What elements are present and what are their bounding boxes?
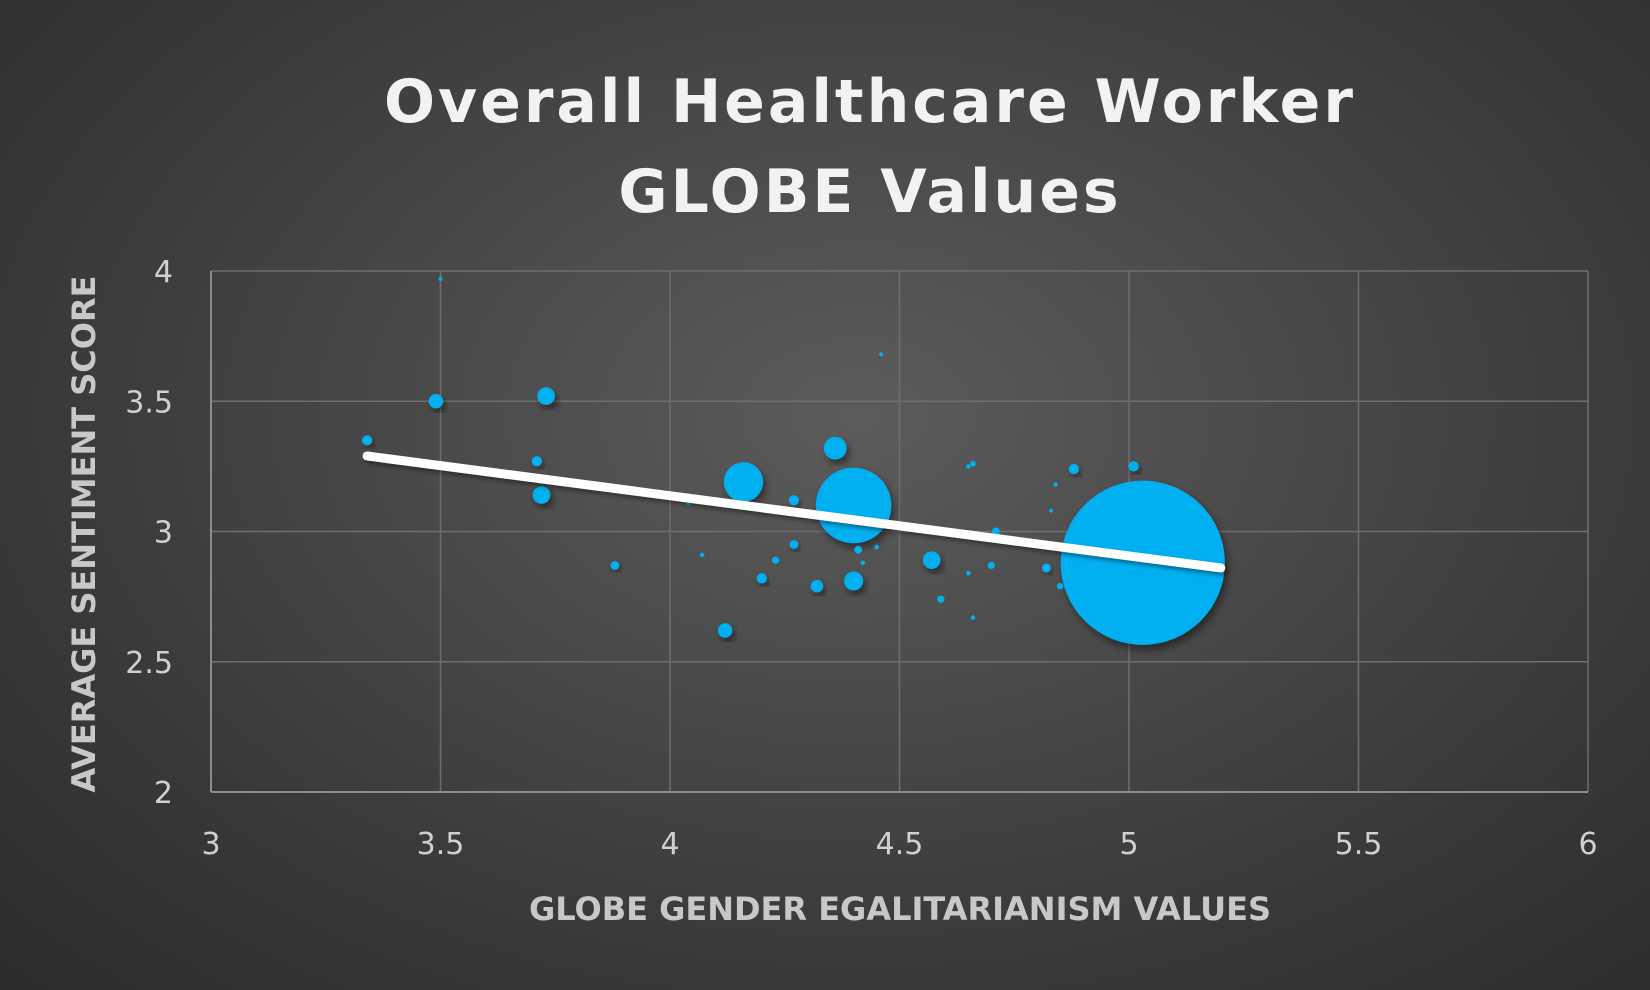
y-tick-label: 3 — [154, 516, 173, 551]
data-point — [756, 573, 767, 584]
chart-title-line-2: GLOBE Values — [618, 157, 1121, 227]
data-point — [966, 570, 971, 576]
data-point — [610, 560, 620, 570]
data-point — [537, 387, 555, 405]
data-point — [1060, 480, 1225, 645]
chart-title: Overall Healthcare Worker GLOBE Values — [384, 67, 1356, 227]
data-point — [428, 394, 444, 409]
data-point — [1128, 461, 1139, 472]
y-tick-label: 3.5 — [125, 385, 173, 420]
x-axis-title: GLOBE GENDER EGALITARIANISM VALUES — [529, 890, 1271, 928]
data-point — [789, 540, 799, 549]
data-point — [860, 560, 866, 566]
data-point — [717, 623, 733, 638]
data-point — [815, 467, 892, 544]
chart-title-line-1: Overall Healthcare Worker — [384, 67, 1356, 137]
data-point — [532, 486, 551, 504]
y-tick-label: 2.5 — [125, 646, 173, 681]
x-tick-label: 3.5 — [417, 827, 465, 862]
data-point — [987, 561, 995, 569]
x-tick-label: 6 — [1578, 827, 1597, 862]
data-point — [854, 545, 863, 554]
data-point — [874, 544, 879, 550]
x-tick-label: 3 — [201, 827, 220, 862]
data-point — [1068, 463, 1080, 475]
x-tick-label: 5.5 — [1335, 827, 1383, 862]
data-point — [922, 551, 941, 569]
y-tick-label: 2 — [154, 776, 173, 811]
data-point — [1053, 482, 1058, 487]
data-point — [699, 552, 705, 558]
axes — [210, 271, 1588, 793]
data-point — [788, 495, 800, 506]
y-axis-title: AVERAGE SENTIMENT SCORE — [65, 276, 103, 793]
data-point — [879, 352, 884, 357]
data-point — [810, 579, 824, 593]
y-tick-label: 4 — [154, 255, 173, 290]
data-point — [531, 456, 542, 467]
data-point — [937, 595, 945, 603]
trendline — [362, 451, 1226, 573]
data-points — [361, 276, 1225, 645]
data-point — [438, 276, 443, 281]
data-point — [970, 460, 976, 467]
tick-labels: 3 3.5 4 4.5 5 5.5 6 2 2.5 3 3.5 4 — [125, 255, 1597, 862]
data-point — [1056, 582, 1064, 590]
data-point — [844, 571, 864, 591]
data-point — [970, 615, 976, 620]
data-point — [1048, 508, 1053, 513]
gridlines — [211, 270, 1589, 792]
data-point — [991, 527, 1000, 536]
data-point — [723, 462, 764, 502]
data-point — [361, 435, 373, 446]
x-tick-label: 4 — [660, 827, 679, 862]
data-point — [1041, 563, 1051, 573]
data-point — [966, 464, 971, 469]
data-point — [771, 556, 780, 564]
trendline-group — [362, 451, 1226, 573]
data-point — [823, 436, 847, 460]
x-tick-label: 4.5 — [876, 827, 924, 862]
x-tick-label: 5 — [1119, 827, 1138, 862]
